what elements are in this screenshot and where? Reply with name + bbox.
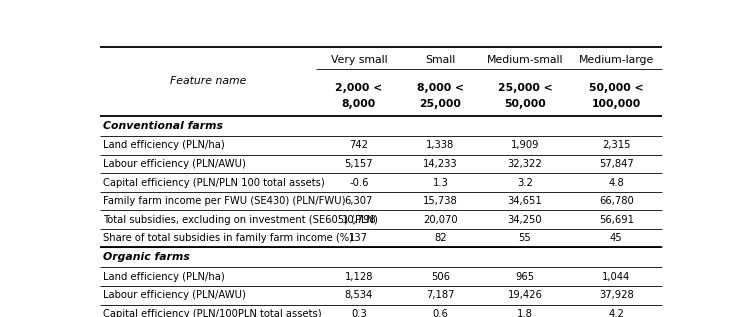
Text: 1,338: 1,338 <box>426 140 455 151</box>
Text: 45: 45 <box>610 233 623 243</box>
Text: Feature name: Feature name <box>170 76 246 86</box>
Text: 14,233: 14,233 <box>423 159 458 169</box>
Text: 10,798: 10,798 <box>342 215 376 225</box>
Text: Capital efficiency (PLN/PLN 100 total assets): Capital efficiency (PLN/PLN 100 total as… <box>103 178 325 188</box>
Text: 8,000 <: 8,000 < <box>417 83 464 93</box>
Text: 25,000: 25,000 <box>419 99 461 109</box>
Text: Capital efficiency (PLN/100PLN total assets): Capital efficiency (PLN/100PLN total ass… <box>103 309 322 317</box>
Text: 19,426: 19,426 <box>507 290 542 300</box>
Text: Conventional farms: Conventional farms <box>103 121 223 131</box>
Text: 56,691: 56,691 <box>599 215 634 225</box>
Text: Very small: Very small <box>331 55 387 65</box>
Text: Land efficiency (PLN/ha): Land efficiency (PLN/ha) <box>103 140 225 151</box>
Text: 25,000 <: 25,000 < <box>498 83 552 93</box>
Text: 66,780: 66,780 <box>599 196 634 206</box>
Text: 0.3: 0.3 <box>351 309 367 317</box>
Text: 0.6: 0.6 <box>432 309 448 317</box>
Text: 137: 137 <box>349 233 369 243</box>
Text: 1,909: 1,909 <box>510 140 539 151</box>
Text: 32,322: 32,322 <box>507 159 542 169</box>
Text: 50,000 <: 50,000 < <box>589 83 643 93</box>
Text: Organic farms: Organic farms <box>103 252 190 262</box>
Text: 50,000: 50,000 <box>504 99 546 109</box>
Text: 100,000: 100,000 <box>591 99 641 109</box>
Text: Share of total subsidies in family farm income (%): Share of total subsidies in family farm … <box>103 233 353 243</box>
Text: Land efficiency (PLN/ha): Land efficiency (PLN/ha) <box>103 272 225 282</box>
Text: 3.2: 3.2 <box>517 178 533 188</box>
Text: 55: 55 <box>519 233 531 243</box>
Text: 37,928: 37,928 <box>599 290 634 300</box>
Text: Labour efficiency (PLN/AWU): Labour efficiency (PLN/AWU) <box>103 290 246 300</box>
Text: 1,128: 1,128 <box>345 272 373 282</box>
Text: Total subsidies, excluding on investment (SE605) (PLN): Total subsidies, excluding on investment… <box>103 215 378 225</box>
Text: Medium-small: Medium-small <box>487 55 563 65</box>
Text: 4.8: 4.8 <box>609 178 624 188</box>
Text: Labour efficiency (PLN/AWU): Labour efficiency (PLN/AWU) <box>103 159 246 169</box>
Text: 8,534: 8,534 <box>345 290 373 300</box>
Text: 6,307: 6,307 <box>345 196 373 206</box>
Text: Medium-large: Medium-large <box>579 55 654 65</box>
Text: 965: 965 <box>516 272 534 282</box>
Text: 742: 742 <box>349 140 369 151</box>
Text: 1.8: 1.8 <box>517 309 533 317</box>
Text: 1.3: 1.3 <box>432 178 448 188</box>
Text: 34,651: 34,651 <box>507 196 542 206</box>
Text: 506: 506 <box>431 272 450 282</box>
Text: Small: Small <box>425 55 455 65</box>
Text: 1,044: 1,044 <box>602 272 630 282</box>
Text: 7,187: 7,187 <box>426 290 455 300</box>
Text: 8,000: 8,000 <box>342 99 376 109</box>
Text: 82: 82 <box>434 233 447 243</box>
Text: Family farm income per FWU (SE430) (PLN/FWU): Family farm income per FWU (SE430) (PLN/… <box>103 196 345 206</box>
Text: 20,070: 20,070 <box>423 215 458 225</box>
Text: 57,847: 57,847 <box>599 159 634 169</box>
Text: 34,250: 34,250 <box>507 215 542 225</box>
Text: 2,315: 2,315 <box>602 140 631 151</box>
Text: 5,157: 5,157 <box>345 159 373 169</box>
Text: 15,738: 15,738 <box>423 196 458 206</box>
Text: -0.6: -0.6 <box>349 178 369 188</box>
Text: 2,000 <: 2,000 < <box>335 83 383 93</box>
Text: 4.2: 4.2 <box>609 309 624 317</box>
